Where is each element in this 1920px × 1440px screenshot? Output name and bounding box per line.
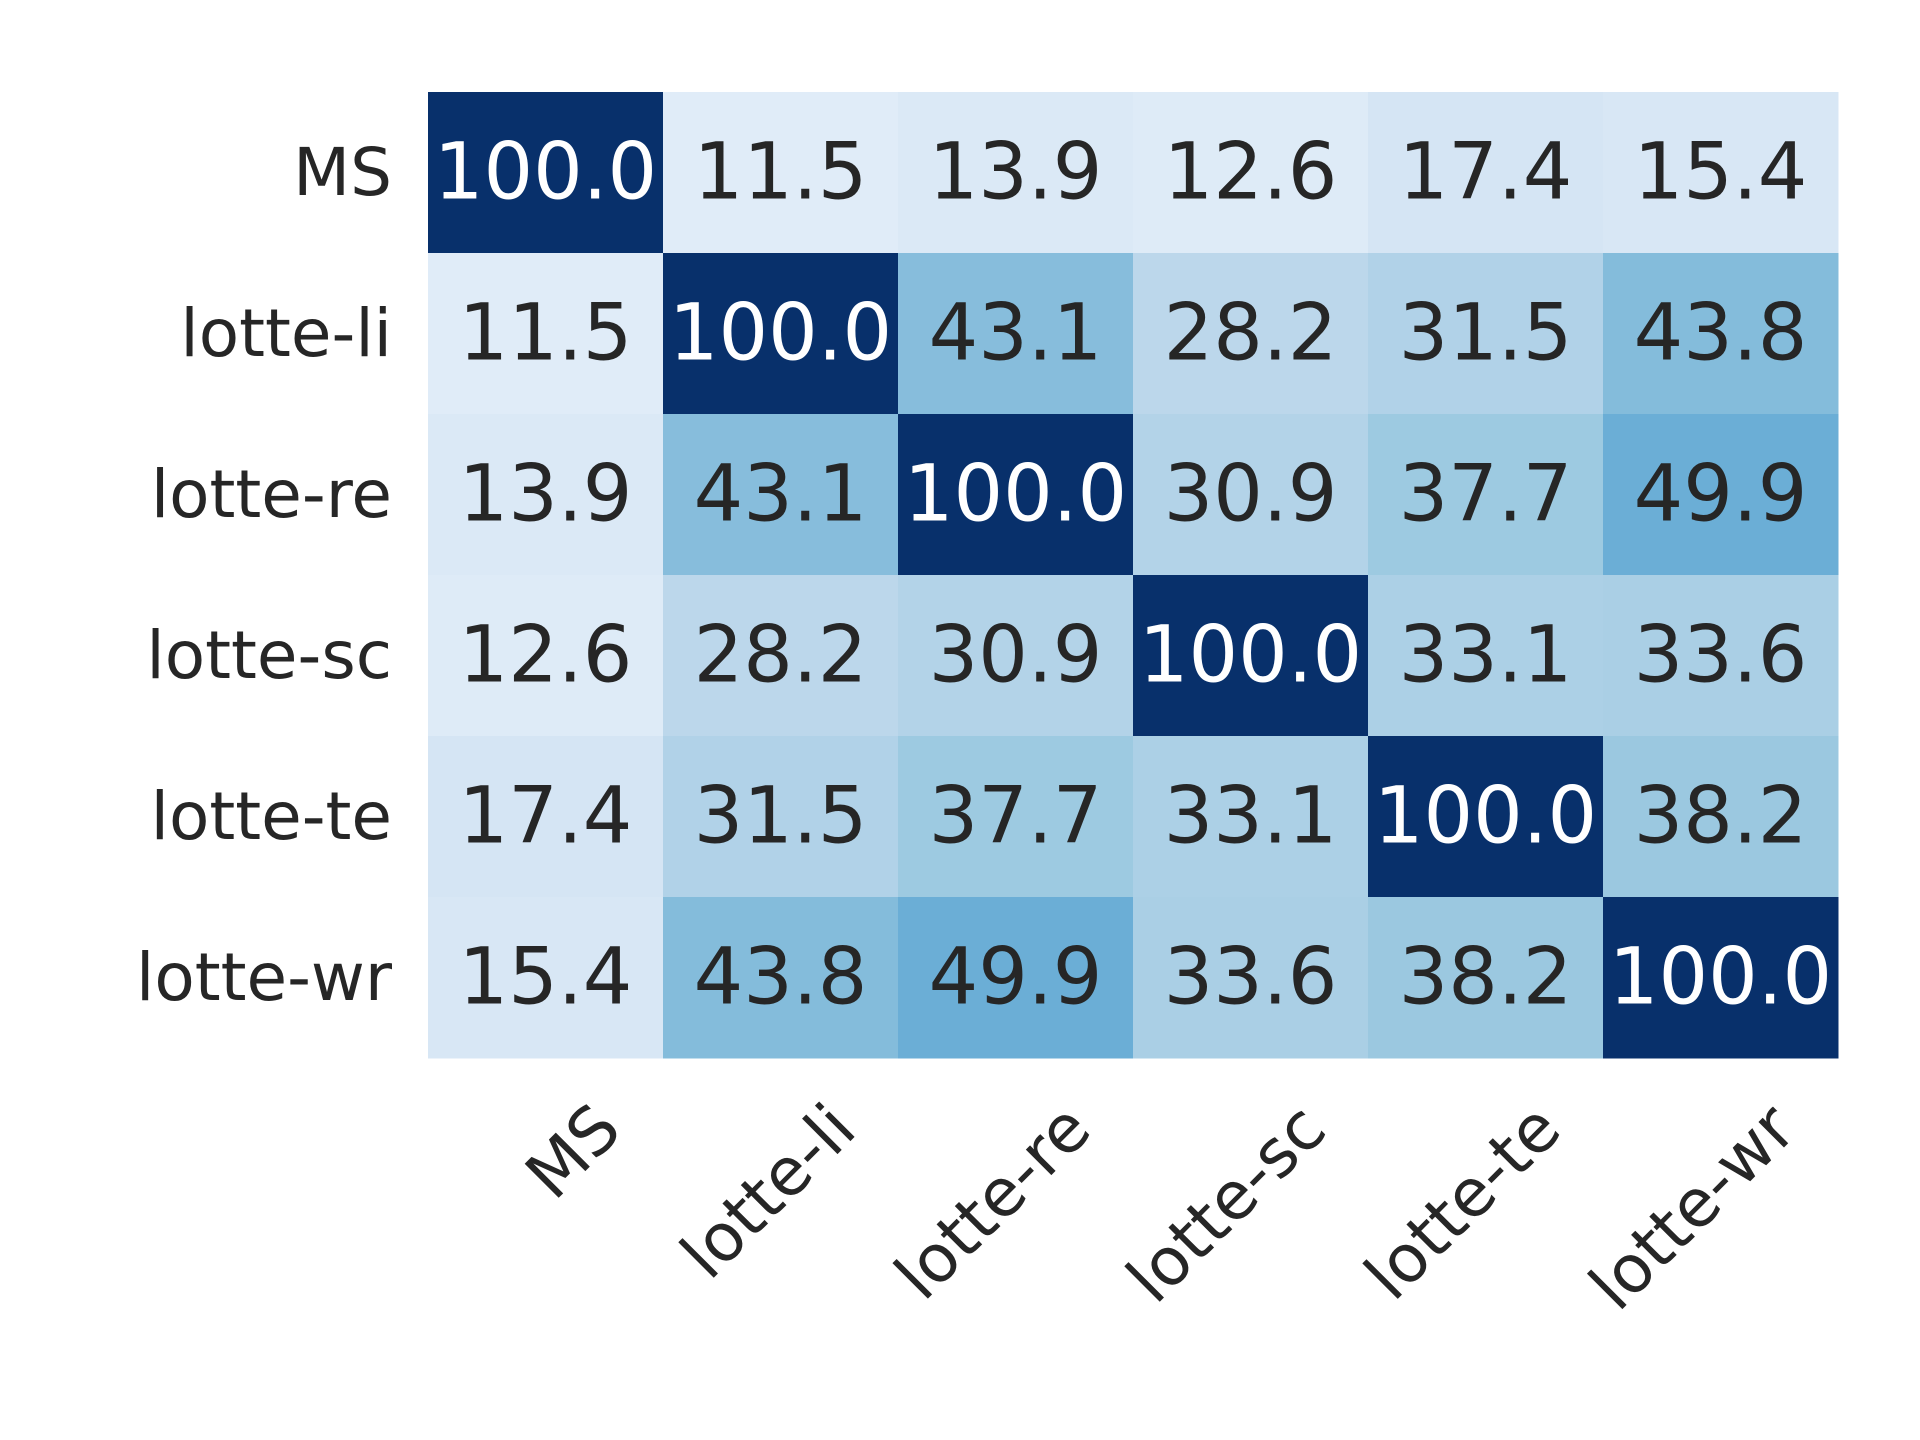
heatmap-cell-lotte-li-lotte-re: [898, 253, 1134, 415]
heatmap-cell-MS-lotte-re: [898, 92, 1134, 254]
x-tick-label: lotte-sc: [1112, 1089, 1340, 1317]
x-tick-label: lotte-te: [1350, 1089, 1575, 1314]
heatmap-cell-lotte-wr-lotte-sc: [1133, 897, 1369, 1059]
heatmap-cell-labels: 100.0 11.5 13.9 12.6 17.4 15.4 11.5 100.0 43.1 28…: [434, 128, 1832, 1023]
heatmap-cell-MS-lotte-sc: [1133, 92, 1369, 254]
y-tick-label: lotte-li: [180, 295, 392, 372]
heatmap-cell-lotte-te-lotte-re: [898, 736, 1134, 898]
heatmap-cell-value: 12.6: [1164, 128, 1338, 218]
heatmap-cell-value: 38.2: [1634, 772, 1808, 862]
heatmap-cell-lotte-li-lotte-wr: [1603, 253, 1839, 415]
heatmap-cell-lotte-re-lotte-sc: [1133, 414, 1369, 576]
heatmap-cell-lotte-sc-lotte-te: [1368, 575, 1604, 737]
heatmap-cell-value: 15.4: [459, 933, 633, 1023]
heatmap-cell-lotte-te-lotte-wr: [1603, 736, 1839, 898]
heatmap-cell-value: 30.9: [929, 611, 1103, 701]
y-tick-label: lotte-wr: [136, 939, 393, 1016]
heatmap-cell-value: 100.0: [904, 450, 1127, 540]
heatmap-cell-value: 33.1: [1164, 772, 1338, 862]
heatmap-cell-value: 100.0: [434, 128, 657, 218]
y-axis-tick-labels: MS lotte-li lotte-re lotte-sc lotte-te lotte-…: [136, 134, 393, 1016]
heatmap-cell-value: 28.2: [694, 611, 868, 701]
heatmap-cell-lotte-wr-lotte-te: [1368, 897, 1604, 1059]
heatmap-cell-lotte-re-lotte-re: [898, 414, 1134, 576]
heatmap-cell-value: 11.5: [694, 128, 868, 218]
y-tick-label: lotte-sc: [146, 617, 392, 694]
heatmap-cell-MS-MS: [428, 92, 664, 254]
heatmap-cell-lotte-wr-MS: [428, 897, 664, 1059]
heatmap-cell-lotte-li-lotte-li: [663, 253, 899, 415]
heatmap-cell-lotte-sc-MS: [428, 575, 664, 737]
heatmap-cell-value: 100.0: [1374, 772, 1597, 862]
heatmap-cell-lotte-te-lotte-li: [663, 736, 899, 898]
heatmap-cell-lotte-re-MS: [428, 414, 664, 576]
heatmap-cell-value: 15.4: [1634, 128, 1808, 218]
heatmap-cell-lotte-re-lotte-te: [1368, 414, 1604, 576]
heatmap-cell-value: 17.4: [459, 772, 633, 862]
heatmap-cell-value: 31.5: [1399, 289, 1573, 379]
heatmap-cell-MS-lotte-wr: [1603, 92, 1839, 254]
heatmap-cell-value: 100.0: [1139, 611, 1362, 701]
heatmap-cell-lotte-li-lotte-te: [1368, 253, 1604, 415]
heatmap-cell-value: 12.6: [459, 611, 633, 701]
heatmap-cell-value: 11.5: [459, 289, 633, 379]
heatmap-cell-value: 33.6: [1634, 611, 1808, 701]
heatmap-cell-lotte-wr-lotte-li: [663, 897, 899, 1059]
heatmap-cell-value: 43.8: [694, 933, 868, 1023]
heatmap-cell-value: 100.0: [669, 289, 892, 379]
heatmap-cell-lotte-wr-lotte-re: [898, 897, 1134, 1059]
x-tick-label: lotte-li: [666, 1089, 870, 1293]
heatmap-cell-value: 33.1: [1399, 611, 1573, 701]
heatmap-cell-lotte-te-lotte-sc: [1133, 736, 1369, 898]
heatmap-cell-lotte-sc-lotte-sc: [1133, 575, 1369, 737]
heatmap-cell-value: 13.9: [459, 450, 633, 540]
heatmap-cell-lotte-sc-lotte-li: [663, 575, 899, 737]
x-axis-tick-labels: MS lotte-li lotte-re lotte-sc lotte-te lotte-…: [511, 1089, 1811, 1325]
heatmap-cell-value: 43.8: [1634, 289, 1808, 379]
heatmap-cell-lotte-li-MS: [428, 253, 664, 415]
heatmap-cell-value: 31.5: [694, 772, 868, 862]
heatmap-cell-lotte-te-MS: [428, 736, 664, 898]
heatmap-cell-value: 49.9: [1634, 450, 1808, 540]
y-tick-label: lotte-te: [151, 778, 392, 855]
y-tick-label: MS: [293, 134, 392, 211]
heatmap-cell-value: 17.4: [1399, 128, 1573, 218]
heatmap-cell-MS-lotte-li: [663, 92, 899, 254]
heatmap-cell-MS-lotte-te: [1368, 92, 1604, 254]
x-tick-label: lotte-wr: [1575, 1089, 1811, 1325]
heatmap-cell-value: 33.6: [1164, 933, 1338, 1023]
heatmap-cell-lotte-li-lotte-sc: [1133, 253, 1369, 415]
heatmap-cell-value: 30.9: [1164, 450, 1338, 540]
heatmap-cell-lotte-wr-lotte-wr: [1603, 897, 1839, 1059]
heatmap-cell-value: 43.1: [694, 450, 868, 540]
heatmap-cell-value: 13.9: [929, 128, 1103, 218]
heatmap-cell-value: 43.1: [929, 289, 1103, 379]
y-tick-label: lotte-re: [151, 456, 392, 533]
heatmap-cell-lotte-sc-lotte-wr: [1603, 575, 1839, 737]
heatmap-cell-value: 100.0: [1609, 933, 1832, 1023]
heatmap-cells: [428, 92, 1839, 1059]
heatmap-cell-value: 28.2: [1164, 289, 1338, 379]
x-tick-label: MS: [511, 1089, 635, 1213]
heatmap-cell-lotte-re-lotte-wr: [1603, 414, 1839, 576]
heatmap-cell-value: 38.2: [1399, 933, 1573, 1023]
heatmap-cell-lotte-te-lotte-te: [1368, 736, 1604, 898]
heatmap-cell-lotte-re-lotte-li: [663, 414, 899, 576]
heatmap-cell-lotte-sc-lotte-re: [898, 575, 1134, 737]
heatmap-cell-value: 37.7: [1399, 450, 1573, 540]
x-tick-label: lotte-re: [880, 1089, 1105, 1314]
heatmap-cell-value: 49.9: [929, 933, 1103, 1023]
heatmap-cell-value: 37.7: [929, 772, 1103, 862]
